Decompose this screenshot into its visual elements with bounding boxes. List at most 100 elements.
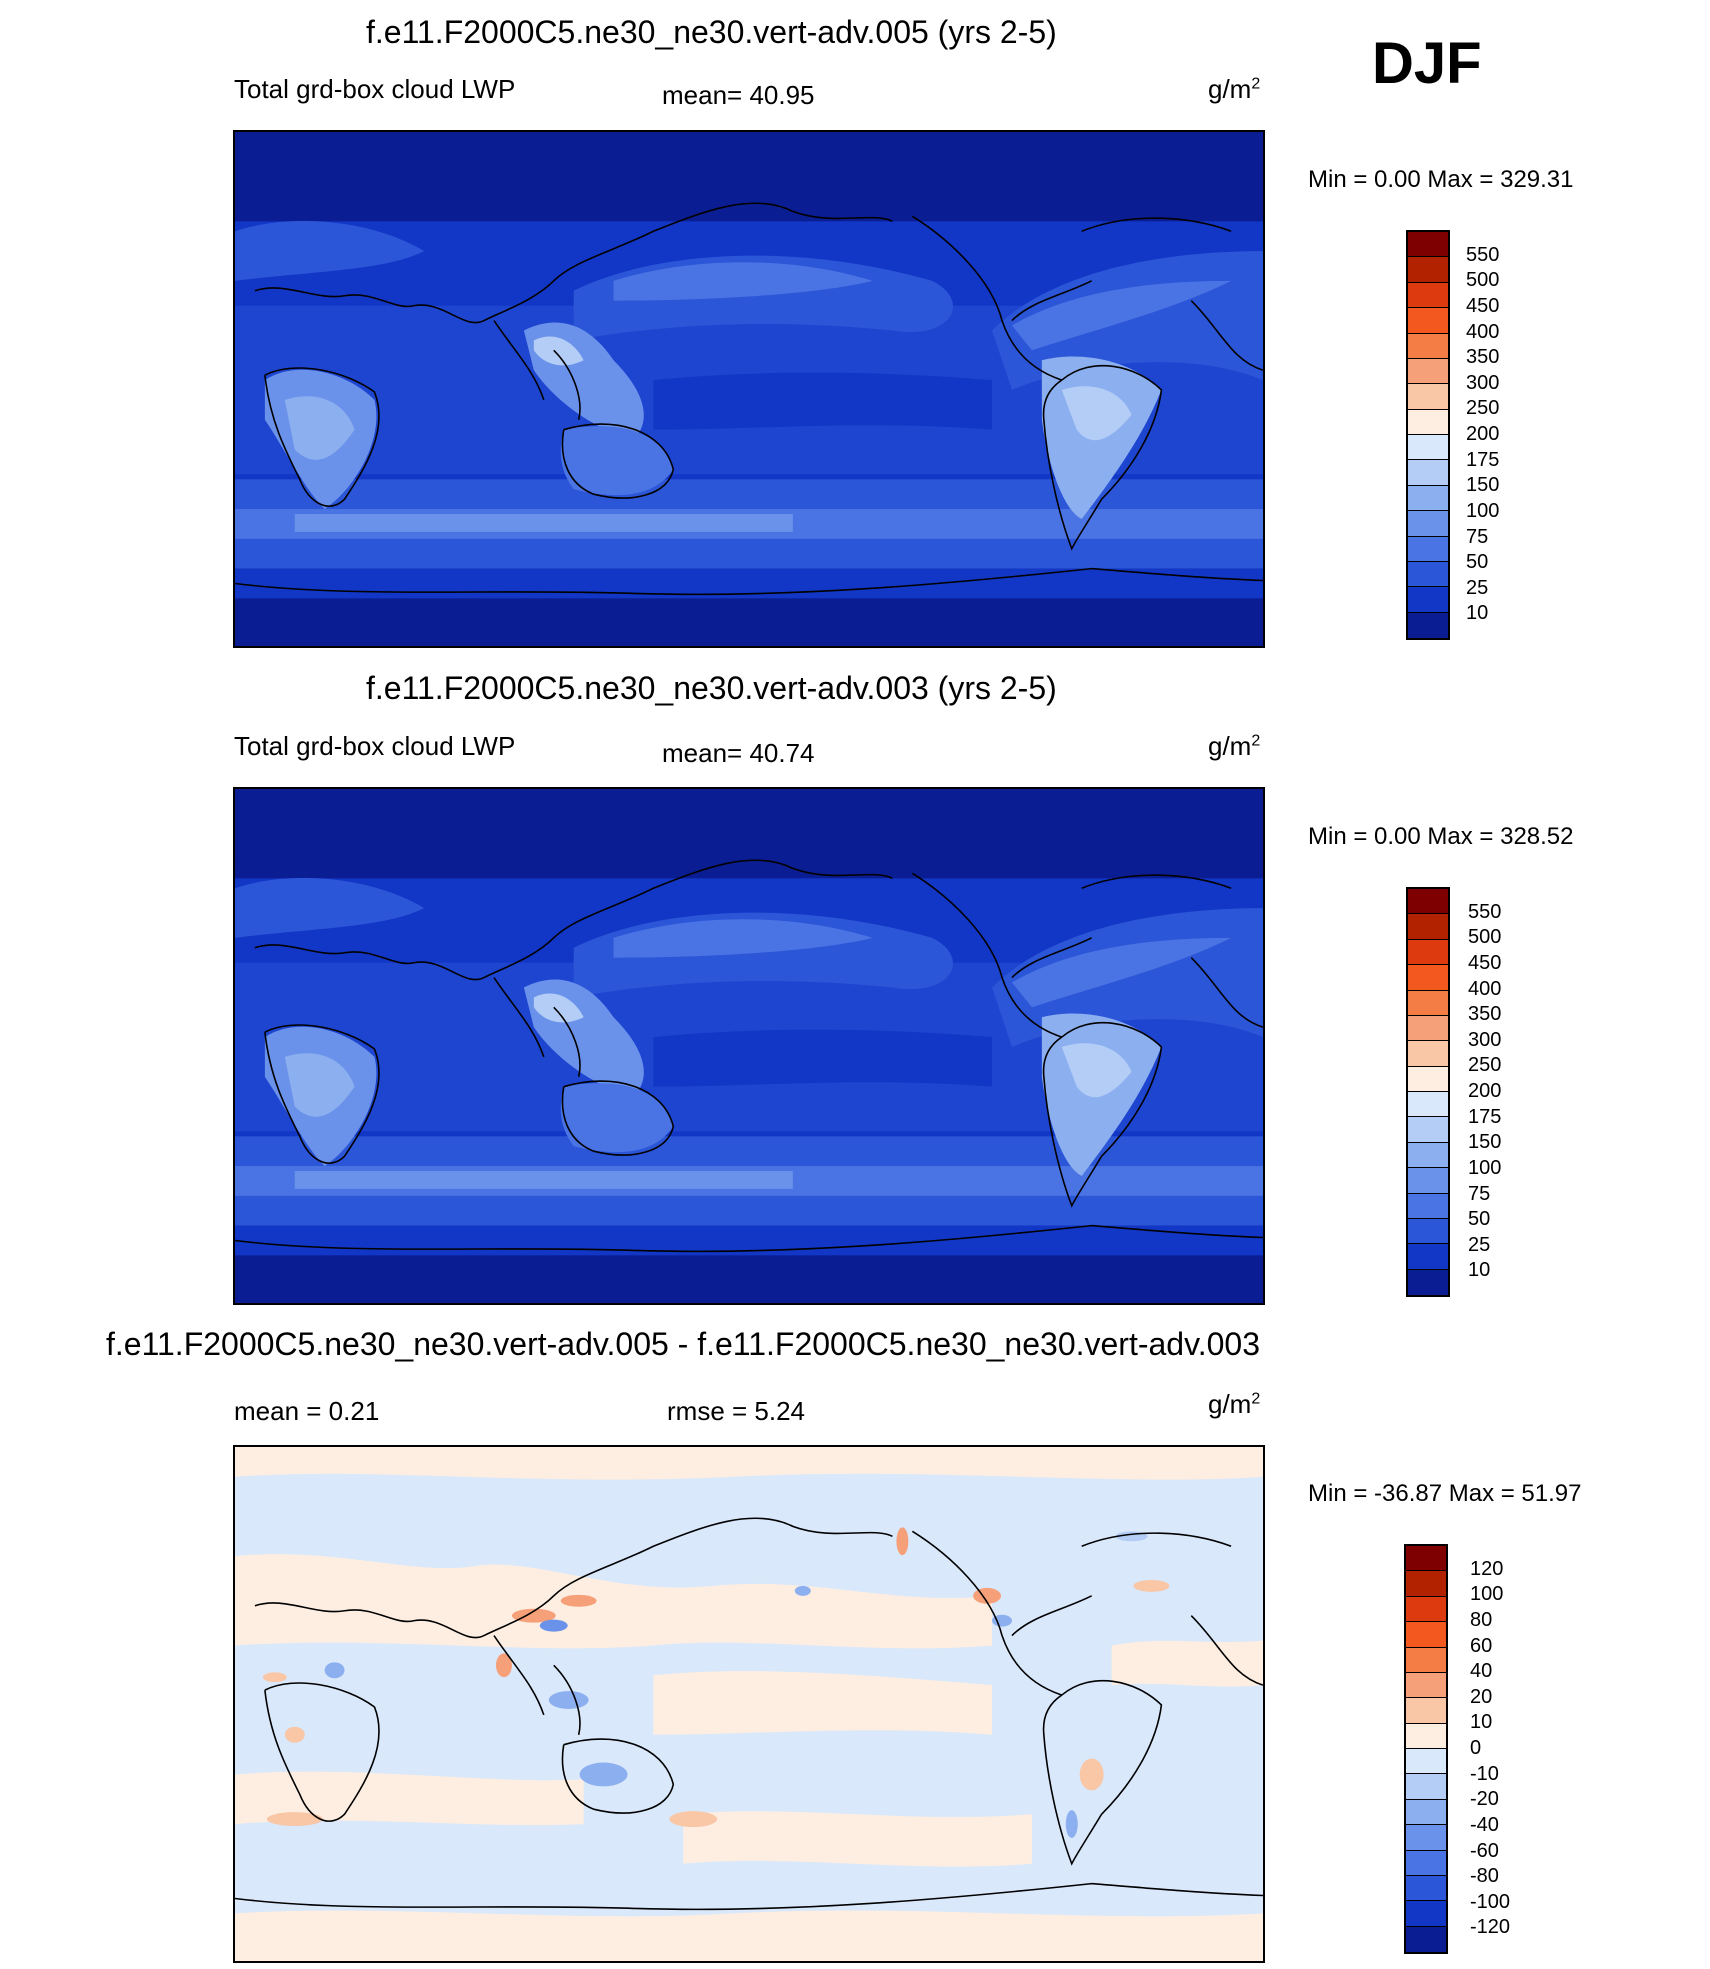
panel2-mean: mean= 40.74	[662, 738, 815, 768]
colorbar-swatch	[1408, 612, 1448, 638]
panel3-map-field	[235, 1447, 1263, 1961]
panel1-title: f.e11.F2000C5.ne30_ne30.vert-adv.005 (yr…	[366, 14, 1057, 50]
colorbar-swatch	[1406, 1672, 1446, 1699]
colorbar-label: 350	[1466, 346, 1500, 369]
colorbar-swatch	[1406, 1850, 1446, 1876]
colorbar-swatch	[1408, 384, 1448, 410]
colorbar-swatch	[1408, 282, 1448, 309]
colorbar-label: 450	[1468, 951, 1502, 974]
colorbar-label: 300	[1466, 371, 1500, 394]
colorbar-swatch	[1408, 1092, 1448, 1118]
colorbar-swatch	[1408, 1168, 1448, 1194]
season-label: DJF	[1372, 31, 1482, 96]
colorbar-label: -80	[1470, 1865, 1499, 1888]
colorbar-label: 0	[1470, 1737, 1482, 1759]
colorbar-label: 200	[1468, 1080, 1502, 1102]
colorbar-label: -40	[1470, 1813, 1499, 1836]
colorbar-label: 250	[1468, 1054, 1502, 1077]
colorbar-swatch	[1406, 1723, 1446, 1749]
colorbar-label: 175	[1468, 1105, 1502, 1128]
colorbar-swatch	[1406, 1875, 1446, 1902]
panel1-colorbar	[1406, 230, 1450, 640]
colorbar-swatch	[1406, 1571, 1446, 1597]
colorbar-label: -10	[1470, 1762, 1499, 1785]
colorbar-swatch	[1408, 1015, 1448, 1042]
colorbar-label: 20	[1470, 1685, 1493, 1708]
colorbar-label: 400	[1468, 977, 1502, 1000]
colorbar-swatch	[1408, 485, 1448, 512]
colorbar-swatch	[1406, 1622, 1446, 1648]
colorbar-label: 450	[1466, 294, 1500, 317]
panel3-units: g/m2	[1208, 1389, 1261, 1419]
colorbar-swatch	[1408, 435, 1448, 461]
colorbar-swatch	[1408, 1218, 1448, 1245]
colorbar-label: 350	[1468, 1003, 1502, 1026]
panel2-map	[233, 787, 1265, 1305]
colorbar-swatch	[1408, 358, 1448, 385]
colorbar-swatch	[1408, 1269, 1448, 1295]
colorbar-label: 175	[1466, 448, 1500, 471]
colorbar-swatch	[1406, 1825, 1446, 1851]
colorbar-swatch	[1406, 1799, 1446, 1826]
colorbar-label: 250	[1466, 397, 1500, 420]
panel3-map	[233, 1445, 1265, 1963]
panel2-map-field	[235, 789, 1263, 1303]
colorbar-swatch	[1408, 333, 1448, 359]
colorbar-swatch	[1408, 409, 1448, 435]
colorbar-swatch	[1406, 1901, 1446, 1927]
panel1-mean: mean= 40.95	[662, 80, 815, 110]
colorbar-swatch	[1406, 1749, 1446, 1775]
colorbar-swatch	[1406, 1698, 1446, 1724]
panel2-title: f.e11.F2000C5.ne30_ne30.vert-adv.003 (yr…	[366, 670, 1057, 706]
colorbar-label: 150	[1468, 1131, 1502, 1154]
panel3-rmse: rmse = 5.24	[667, 1396, 806, 1426]
colorbar-swatch	[1408, 257, 1448, 283]
colorbar-label: 80	[1470, 1608, 1493, 1631]
colorbar-swatch	[1408, 1117, 1448, 1143]
panel3-title: f.e11.F2000C5.ne30_ne30.vert-adv.005 - f…	[106, 1326, 1260, 1362]
panel3-minmax: Min = -36.87 Max = 51.97	[1308, 1480, 1582, 1507]
panel1-units: g/m2	[1208, 74, 1261, 104]
colorbar-label: 100	[1466, 499, 1500, 522]
panel1-map	[233, 130, 1265, 648]
colorbar-label: 10	[1468, 1259, 1491, 1282]
colorbar-swatch	[1408, 990, 1448, 1016]
colorbar-swatch	[1408, 1066, 1448, 1092]
colorbar-label: 25	[1466, 576, 1489, 599]
panel3-colorbar	[1404, 1544, 1448, 1954]
colorbar-label: 60	[1470, 1634, 1493, 1657]
panel1-minmax: Min = 0.00 Max = 329.31	[1308, 166, 1574, 193]
colorbar-swatch	[1408, 965, 1448, 991]
colorbar-label: 120	[1470, 1557, 1504, 1580]
colorbar-label: 500	[1466, 269, 1500, 292]
colorbar-swatch	[1408, 561, 1448, 588]
panel2-variable-label: Total grd-box cloud LWP	[234, 731, 516, 761]
colorbar-label: 300	[1468, 1028, 1502, 1051]
colorbar-label: -100	[1470, 1890, 1511, 1913]
colorbar-swatch	[1408, 511, 1448, 537]
colorbar-swatch	[1408, 587, 1448, 613]
colorbar-swatch	[1406, 1926, 1446, 1952]
colorbar-swatch	[1408, 939, 1448, 966]
colorbar-swatch	[1406, 1546, 1446, 1572]
colorbar-label: 10	[1466, 602, 1489, 625]
colorbar-swatch	[1408, 308, 1448, 334]
colorbar-label: 500	[1468, 926, 1502, 949]
colorbar-swatch	[1408, 460, 1448, 486]
colorbar-label: 200	[1466, 423, 1500, 445]
colorbar-label: 75	[1468, 1182, 1491, 1205]
panel2-colorbar	[1406, 887, 1450, 1297]
panel3-mean: mean = 0.21	[234, 1396, 380, 1426]
colorbar-label: 100	[1468, 1156, 1502, 1179]
colorbar-swatch	[1408, 232, 1448, 258]
colorbar-label: 550	[1466, 243, 1500, 266]
colorbar-swatch	[1406, 1647, 1446, 1673]
colorbar-label: 40	[1470, 1660, 1493, 1683]
colorbar-label: -20	[1470, 1788, 1499, 1811]
colorbar-label: 75	[1466, 525, 1489, 548]
colorbar-swatch	[1408, 1142, 1448, 1169]
colorbar-swatch	[1408, 1041, 1448, 1067]
panel1-variable-label: Total grd-box cloud LWP	[234, 74, 516, 104]
colorbar-label: 100	[1470, 1583, 1504, 1606]
colorbar-label: 150	[1466, 474, 1500, 497]
